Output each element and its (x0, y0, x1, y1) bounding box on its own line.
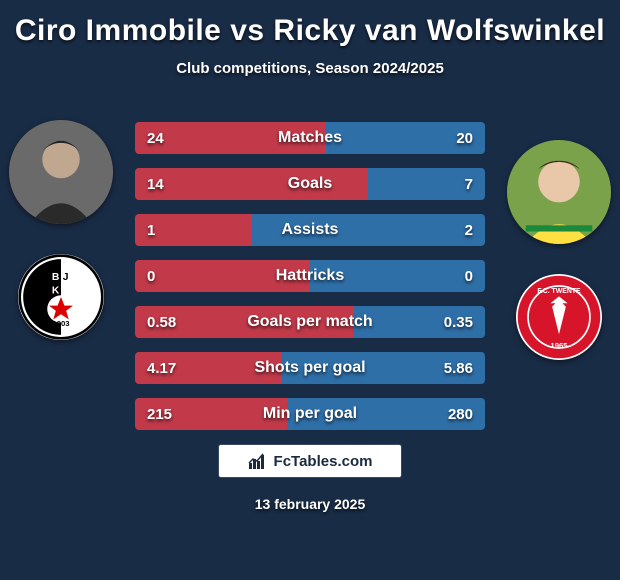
club-right-logo: 1965 F.C. TWENTE (516, 274, 602, 360)
stat-value-left: 0 (135, 268, 223, 285)
fctables-logo[interactable]: FcTables.com (218, 444, 402, 478)
logo-text: FcTables.com (274, 453, 373, 470)
svg-text:K: K (52, 286, 60, 297)
svg-text:1903: 1903 (52, 319, 70, 328)
stat-value-right: 20 (398, 130, 486, 147)
stat-value-right: 280 (398, 406, 486, 423)
stat-row: 0.58Goals per match0.35 (135, 306, 485, 338)
right-column: 1965 F.C. TWENTE (504, 140, 614, 360)
stat-label: Min per goal (223, 405, 398, 423)
bars-icon (248, 451, 268, 471)
stat-value-right: 7 (398, 176, 486, 193)
player-right-avatar (507, 140, 611, 244)
stat-row: 4.17Shots per goal5.86 (135, 352, 485, 384)
stat-value-left: 0.58 (135, 314, 223, 331)
comparison-card: Ciro Immobile vs Ricky van Wolfswinkel C… (0, 0, 620, 580)
stat-value-right: 0 (398, 268, 486, 285)
svg-text:J: J (63, 272, 69, 283)
stat-value-left: 14 (135, 176, 223, 193)
club-left-logo: B J K 1903 (18, 254, 104, 340)
stat-label: Matches (223, 129, 398, 147)
subtitle: Club competitions, Season 2024/2025 (0, 60, 620, 77)
stat-value-right: 2 (398, 222, 486, 239)
stat-value-right: 0.35 (398, 314, 486, 331)
left-column: B J K 1903 (6, 120, 116, 340)
person-icon (9, 120, 113, 224)
stat-rows: 24Matches2014Goals71Assists20Hattricks00… (135, 122, 485, 430)
stat-row: 1Assists2 (135, 214, 485, 246)
stat-label: Goals per match (223, 313, 398, 331)
stat-value-left: 24 (135, 130, 223, 147)
person-icon (507, 140, 611, 244)
stat-row: 14Goals7 (135, 168, 485, 200)
stat-label: Shots per goal (223, 359, 398, 377)
besiktas-icon: B J K 1903 (18, 254, 104, 340)
player-left-avatar (9, 120, 113, 224)
stat-value-left: 215 (135, 406, 223, 423)
stat-label: Hattricks (223, 267, 398, 285)
svg-text:1965: 1965 (550, 341, 568, 350)
stat-row: 24Matches20 (135, 122, 485, 154)
stat-value-left: 1 (135, 222, 223, 239)
stat-value-right: 5.86 (398, 360, 486, 377)
svg-text:B: B (52, 272, 59, 283)
page-title: Ciro Immobile vs Ricky van Wolfswinkel (0, 14, 620, 48)
stat-row: 0Hattricks0 (135, 260, 485, 292)
stat-label: Assists (223, 221, 398, 239)
svg-text:F.C. TWENTE: F.C. TWENTE (537, 288, 581, 295)
stat-value-left: 4.17 (135, 360, 223, 377)
fctwente-icon: 1965 F.C. TWENTE (516, 274, 602, 360)
stat-row: 215Min per goal280 (135, 398, 485, 430)
stat-label: Goals (223, 175, 398, 193)
date-text: 13 february 2025 (0, 496, 620, 512)
